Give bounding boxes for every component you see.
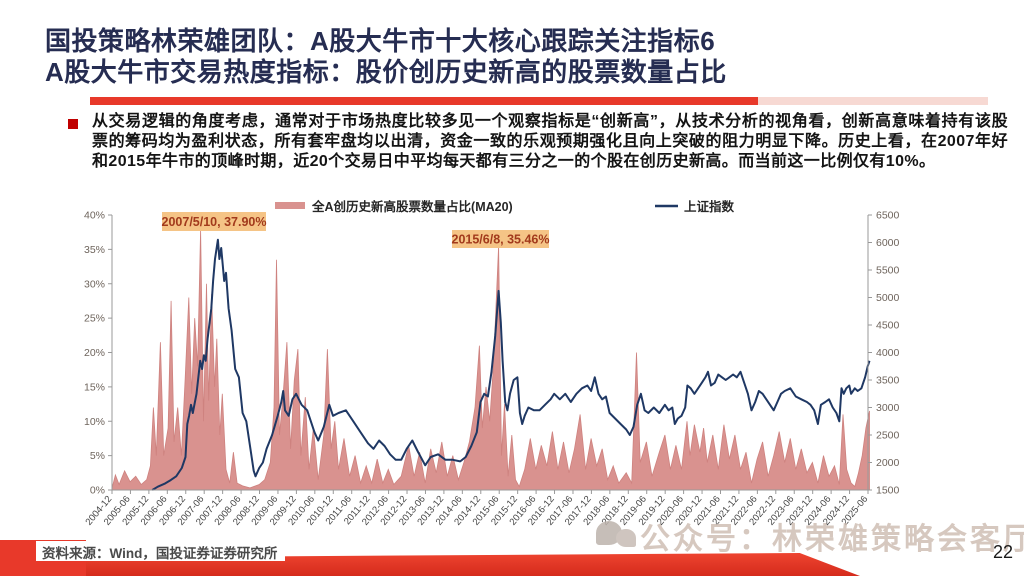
annotation-box [162,212,266,231]
watermark-text: 公众号：林荣雄策略会客厅 [640,523,1024,556]
annotation-label: 2007/5/10, 37.90% [162,215,267,229]
title-line-2: A股大牛市交易热度指标：股价创历史新高的股票数量占比 [45,57,727,87]
right-axis-tick-label: 3000 [876,402,900,414]
line-series-sse-index [151,238,871,491]
left-axis-tick-label: 35% [84,244,105,256]
right-axis-tick-label: 4000 [876,347,900,359]
source-note: 资料来源：Wind，国投证券证券研究所 [36,541,286,561]
watermark: 公众号：林荣雄策略会客厅 [596,514,1024,558]
page-number: 22 [993,542,1014,562]
right-axis-tick-label: 6500 [876,210,900,222]
wechat-bubbles-icon [596,519,640,553]
right-axis-tick-label: 2500 [876,430,900,442]
left-axis-tick-label: 15% [84,381,105,393]
annotation-box [452,230,549,248]
legend-area-label: 全A创历史新高股票数量占比(MA20) [311,199,513,214]
title-underline-pink [758,97,988,105]
legend-line-label: 上证指数 [684,199,735,214]
page-title: 国投策略林荣雄团队：A股大牛市十大核心跟踪关注指标6 A股大牛市交易热度指标：股价… [45,26,1005,88]
left-axis-tick-label: 25% [84,313,105,325]
title-line-1: 国投策略林荣雄团队：A股大牛市十大核心跟踪关注指标6 [45,26,716,56]
left-axis-tick-label: 5% [90,450,105,462]
body-paragraph: 从交易逻辑的角度考虑，通常对于市场热度比较多见一个观察指标是“创新高”，从技术分… [92,113,1008,170]
title-underline-red [90,97,758,105]
left-axis-tick-label: 20% [84,347,105,359]
legend-area-swatch [275,202,305,209]
right-axis-tick-label: 3500 [876,375,900,387]
left-axis-tick-label: 10% [84,416,105,428]
right-axis-tick-label: 2000 [876,457,900,469]
right-axis-tick-label: 4500 [876,320,900,332]
left-axis-tick-label: 40% [84,210,105,222]
right-axis-tick-label: 1500 [876,485,900,497]
bullet-square-icon [68,119,78,129]
left-axis-tick-label: 0% [90,485,105,497]
right-axis-tick-label: 6000 [876,237,900,249]
right-axis-tick-label: 5000 [876,292,900,304]
annotation-label: 2015/6/8, 35.46% [452,233,550,247]
left-axis-tick-label: 30% [84,278,105,290]
area-series-new-high-ratio [111,229,870,491]
right-axis-tick-label: 5500 [876,265,900,277]
